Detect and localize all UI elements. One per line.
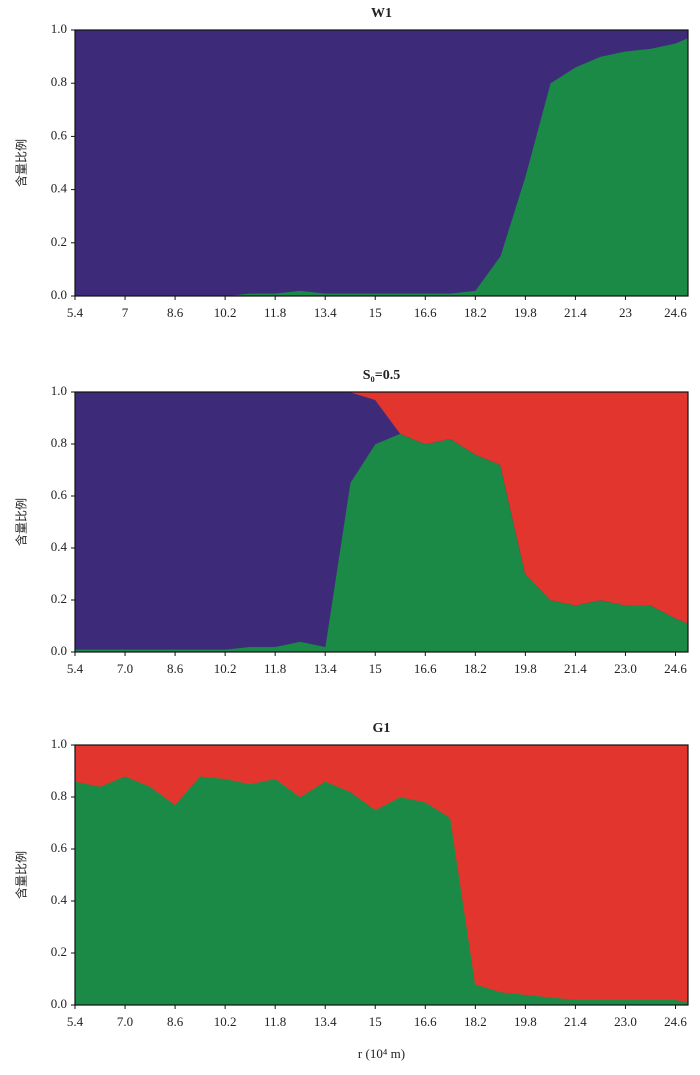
x-tick-label: 8.6 [167, 661, 184, 676]
x-tick-label: 11.8 [264, 661, 286, 676]
y-tick-label: 0.6 [51, 127, 68, 142]
x-tick-label: 7 [122, 305, 129, 320]
y-tick-label: 0.8 [51, 435, 67, 450]
chart-title: G1 [373, 721, 391, 736]
x-tick-label: 15 [369, 305, 382, 320]
x-tick-label: 5.4 [67, 305, 84, 320]
x-tick-label: 7.0 [117, 661, 133, 676]
x-tick-label: 10.2 [214, 305, 237, 320]
x-tick-label: 16.6 [414, 1014, 437, 1029]
y-tick-label: 0.2 [51, 944, 67, 959]
y-axis-label: 含量比例 [14, 498, 29, 546]
plot-frame [74, 744, 689, 1006]
y-tick-label: 0.2 [51, 234, 67, 249]
y-tick-label: 0.0 [51, 996, 67, 1011]
x-tick-label: 19.8 [514, 1014, 537, 1029]
y-tick-label: 0.8 [51, 788, 67, 803]
y-tick-label: 0.0 [51, 643, 67, 658]
x-tick-label: 7.0 [117, 1014, 133, 1029]
y-tick-label: 0.8 [51, 74, 67, 89]
plot-frame [74, 29, 689, 297]
x-tick-label: 21.4 [564, 661, 587, 676]
x-tick-label: 11.8 [264, 305, 286, 320]
x-tick-label: 19.8 [514, 305, 537, 320]
x-tick-label: 16.6 [414, 661, 437, 676]
x-tick-label: 10.2 [214, 1014, 237, 1029]
x-tick-label: 13.4 [314, 305, 337, 320]
x-tick-label: 19.8 [514, 661, 537, 676]
x-tick-label: 18.2 [464, 305, 487, 320]
x-tick-label: 18.2 [464, 1014, 487, 1029]
x-tick-label: 21.4 [564, 1014, 587, 1029]
chart-title: W1 [371, 6, 392, 21]
y-tick-label: 1.0 [51, 21, 67, 36]
x-tick-label: 8.6 [167, 305, 184, 320]
x-tick-label: 23.0 [614, 1014, 637, 1029]
x-tick-label: 23 [619, 305, 632, 320]
x-tick-label: 21.4 [564, 305, 587, 320]
x-tick-label: 24.6 [664, 1014, 687, 1029]
x-tick-label: 5.4 [67, 661, 84, 676]
x-tick-label: 15 [369, 1014, 382, 1029]
y-tick-label: 0.6 [51, 487, 68, 502]
y-axis-label: 含量比例 [14, 139, 29, 187]
x-tick-label: 13.4 [314, 661, 337, 676]
y-tick-label: 1.0 [51, 383, 67, 398]
y-tick-label: 0.6 [51, 840, 68, 855]
x-tick-label: 23.0 [614, 661, 637, 676]
y-axis-label: 含量比例 [14, 851, 29, 899]
x-tick-label: 15 [369, 661, 382, 676]
y-tick-label: 0.0 [51, 287, 67, 302]
x-tick-label: 24.6 [664, 305, 687, 320]
x-tick-label: 18.2 [464, 661, 487, 676]
y-tick-label: 0.2 [51, 591, 67, 606]
x-tick-label: 13.4 [314, 1014, 337, 1029]
x-tick-label: 24.6 [664, 661, 687, 676]
x-axis-label: r (10⁴ m) [358, 1046, 405, 1061]
x-tick-label: 10.2 [214, 661, 237, 676]
x-tick-label: 16.6 [414, 305, 437, 320]
y-tick-label: 1.0 [51, 736, 67, 751]
x-tick-label: 8.6 [167, 1014, 184, 1029]
chart-title: S₀=0.5 [363, 368, 400, 383]
x-tick-label: 5.4 [67, 1014, 84, 1029]
y-tick-label: 0.4 [51, 181, 68, 196]
y-tick-label: 0.4 [51, 539, 68, 554]
x-tick-label: 11.8 [264, 1014, 286, 1029]
plot-frame [74, 391, 689, 653]
y-tick-label: 0.4 [51, 892, 68, 907]
